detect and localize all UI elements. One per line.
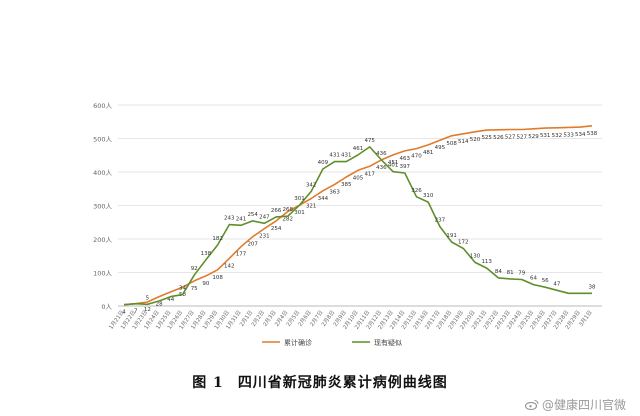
y-tick-label: 300人 bbox=[93, 203, 112, 211]
data-label: 531 bbox=[540, 133, 551, 139]
data-label: 534 bbox=[575, 132, 586, 138]
data-label: 254 bbox=[271, 226, 282, 232]
figure-title: 四川省新冠肺炎累计病例曲线图 bbox=[237, 375, 448, 391]
data-label: 138 bbox=[201, 251, 212, 257]
data-label: 520 bbox=[470, 137, 481, 143]
data-label: 397 bbox=[400, 164, 411, 170]
data-label: 28 bbox=[156, 302, 163, 308]
data-label: 495 bbox=[435, 145, 446, 151]
data-label: 254 bbox=[247, 212, 258, 218]
data-label: 191 bbox=[446, 233, 457, 239]
data-label: 5 bbox=[146, 295, 150, 301]
data-label: 514 bbox=[458, 139, 469, 145]
data-label: 182 bbox=[212, 236, 223, 242]
data-label: 64 bbox=[530, 276, 537, 282]
data-label: 529 bbox=[528, 134, 539, 140]
data-label: 56 bbox=[542, 278, 549, 284]
series-line-confirmed bbox=[123, 125, 593, 306]
data-label: 436 bbox=[376, 151, 387, 157]
data-label: 475 bbox=[364, 138, 375, 144]
data-label: 409 bbox=[318, 160, 329, 166]
data-label: 405 bbox=[353, 175, 364, 181]
data-label: 7 bbox=[134, 309, 138, 315]
data-label: 301 bbox=[294, 196, 305, 202]
data-label: 436 bbox=[376, 165, 387, 171]
data-label: 282 bbox=[283, 217, 294, 223]
data-label: 321 bbox=[306, 203, 317, 209]
y-tick-label: 600人 bbox=[93, 102, 112, 110]
data-label: 237 bbox=[435, 218, 446, 224]
data-label: 538 bbox=[587, 131, 598, 137]
chart-area: 0人100人200人300人400人500人600人1月21日1月22日1月23… bbox=[93, 102, 602, 347]
data-label: 247 bbox=[259, 214, 270, 220]
data-label: 38 bbox=[589, 284, 596, 290]
data-label: 461 bbox=[353, 146, 364, 152]
data-label: 81 bbox=[507, 270, 514, 276]
data-label: 142 bbox=[224, 263, 235, 269]
data-label: 75 bbox=[191, 286, 198, 292]
data-label: 431 bbox=[341, 153, 352, 159]
data-label: 470 bbox=[411, 154, 422, 160]
legend-label: 累计确诊 bbox=[284, 338, 312, 347]
data-label: 310 bbox=[423, 193, 434, 199]
data-label: 385 bbox=[341, 182, 352, 188]
y-tick-label: 200人 bbox=[93, 236, 112, 244]
data-label: 130 bbox=[470, 253, 481, 259]
data-label: 326 bbox=[411, 188, 422, 194]
figure-number: 图 1 bbox=[192, 375, 224, 391]
data-label: 113 bbox=[481, 259, 492, 265]
data-label: 508 bbox=[446, 141, 457, 147]
data-label: 533 bbox=[563, 132, 574, 138]
data-label: 266 bbox=[271, 208, 282, 214]
y-tick-label: 400人 bbox=[93, 169, 112, 177]
data-label: 231 bbox=[259, 234, 270, 240]
data-label: 108 bbox=[212, 275, 223, 281]
y-tick-label: 0人 bbox=[101, 303, 112, 311]
data-label: 526 bbox=[493, 135, 504, 141]
y-tick-label: 500人 bbox=[93, 136, 112, 144]
data-label: 90 bbox=[202, 281, 209, 287]
data-label: 92 bbox=[191, 266, 198, 272]
data-label: 344 bbox=[318, 196, 329, 202]
data-label: 241 bbox=[236, 216, 247, 222]
data-label: 79 bbox=[518, 271, 525, 277]
weibo-watermark: @健康四川官微 bbox=[524, 396, 626, 413]
y-tick-label: 100人 bbox=[93, 270, 112, 278]
data-label: 12 bbox=[144, 307, 151, 313]
weibo-icon bbox=[524, 399, 539, 410]
watermark-text: @健康四川官微 bbox=[541, 398, 626, 412]
data-label: 527 bbox=[505, 134, 516, 140]
data-label: 301 bbox=[294, 210, 305, 216]
data-label: 342 bbox=[306, 182, 317, 188]
data-label: 47 bbox=[553, 281, 560, 287]
data-label: 401 bbox=[388, 163, 399, 169]
data-label: 525 bbox=[481, 135, 492, 141]
data-label: 44 bbox=[167, 297, 174, 303]
figure-caption: 图 1 四川省新冠肺炎累计病例曲线图 bbox=[0, 372, 640, 392]
data-label: 363 bbox=[329, 189, 340, 195]
data-label: 481 bbox=[423, 150, 434, 156]
data-label: 463 bbox=[400, 156, 411, 162]
data-label: 451 bbox=[388, 160, 399, 166]
data-label: 527 bbox=[517, 134, 528, 140]
legend-label: 现有疑似 bbox=[374, 338, 402, 347]
data-label: 268 bbox=[283, 207, 294, 213]
data-label: 177 bbox=[236, 252, 247, 258]
data-label: 4 bbox=[122, 310, 126, 316]
data-label: 172 bbox=[458, 239, 469, 245]
data-label: 207 bbox=[247, 242, 258, 248]
data-label: 431 bbox=[329, 153, 340, 159]
data-label: 34 bbox=[179, 286, 186, 292]
data-label: 243 bbox=[224, 216, 235, 222]
data-label: 84 bbox=[495, 269, 502, 275]
series-line-suspected bbox=[123, 146, 592, 306]
data-label: 417 bbox=[364, 171, 375, 177]
data-label: 532 bbox=[552, 133, 563, 139]
